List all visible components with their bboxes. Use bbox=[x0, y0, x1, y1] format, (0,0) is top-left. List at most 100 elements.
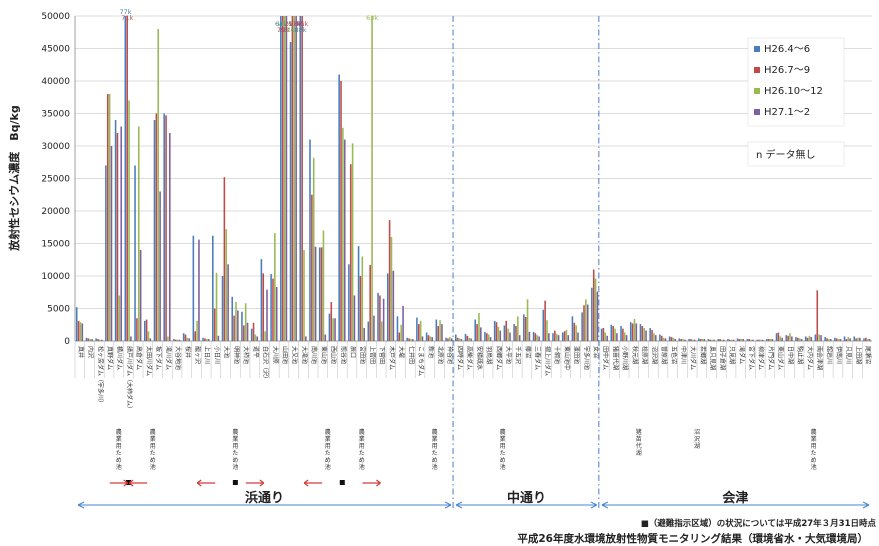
bar bbox=[342, 127, 344, 341]
x-tick-label: 秋元湖 bbox=[631, 346, 639, 364]
bar bbox=[241, 311, 243, 341]
y-tick-label: 45000 bbox=[41, 45, 70, 55]
x-tick-label: 滝ダム bbox=[738, 346, 746, 364]
x-tick-label: 桧原湖 bbox=[641, 346, 649, 364]
x-tick-label: 日中湖 bbox=[786, 346, 794, 364]
bar bbox=[571, 316, 574, 341]
bar bbox=[95, 338, 97, 341]
x-tick-label: 大川ダム bbox=[689, 346, 697, 370]
bar bbox=[767, 339, 770, 341]
bar bbox=[651, 329, 653, 341]
bar bbox=[379, 295, 381, 341]
bar bbox=[348, 264, 350, 341]
bar bbox=[478, 313, 480, 341]
x-tick-label: 大谷地池 bbox=[174, 346, 182, 370]
bar bbox=[855, 338, 857, 341]
bar bbox=[194, 331, 197, 341]
bar bbox=[828, 339, 830, 341]
bar bbox=[99, 339, 101, 341]
x-tick-label: 柳津ダム bbox=[757, 346, 765, 370]
bar bbox=[139, 250, 142, 341]
bar bbox=[233, 315, 235, 341]
bar bbox=[417, 324, 420, 341]
group-label: 沼沢湖 bbox=[694, 428, 700, 450]
bar bbox=[766, 339, 768, 341]
x-tick-label: 明神池 bbox=[232, 346, 240, 364]
data-label: 110k bbox=[277, 20, 293, 28]
bar bbox=[752, 339, 754, 341]
x-tick-label: 奥只見湖 bbox=[709, 346, 717, 370]
x-tick-label: 坂下ダム bbox=[155, 346, 163, 370]
bar bbox=[653, 333, 655, 341]
bar bbox=[184, 334, 187, 341]
bar bbox=[280, 16, 282, 341]
bar bbox=[834, 337, 836, 341]
bar bbox=[75, 307, 78, 341]
x-tick-label: 四時ダム bbox=[456, 346, 464, 370]
x-tick-label: 滝川ダム bbox=[164, 346, 172, 370]
bar bbox=[285, 16, 288, 341]
bar bbox=[126, 16, 128, 341]
bar bbox=[340, 81, 342, 341]
x-tick-label: 宮下ダム bbox=[748, 346, 756, 370]
x-tick-label: 小日川 bbox=[213, 346, 221, 364]
bar bbox=[758, 339, 760, 341]
x-tick-label: 大内ダム bbox=[806, 346, 814, 370]
bar bbox=[466, 335, 469, 341]
y-tick-label: 20000 bbox=[41, 207, 70, 217]
x-tick-label: 新池 bbox=[427, 346, 435, 358]
bar bbox=[616, 333, 618, 341]
bar bbox=[849, 338, 851, 341]
bar bbox=[402, 305, 404, 341]
bar bbox=[369, 264, 371, 341]
bar bbox=[863, 338, 865, 341]
bar bbox=[231, 296, 234, 341]
x-tick-label: 白石沢（沢） bbox=[262, 346, 270, 382]
bar bbox=[495, 322, 498, 341]
bar bbox=[270, 274, 272, 341]
y-axis-label: 放射性セシウム濃度 Bq/kg bbox=[7, 105, 21, 251]
bar bbox=[272, 278, 274, 341]
y-tick-label: 35000 bbox=[41, 110, 70, 120]
bar bbox=[635, 323, 638, 341]
bar bbox=[120, 126, 122, 341]
x-tick-label: 請戸川ダム（大柿ダム） bbox=[125, 346, 133, 412]
x-tick-label: 太田川ダム bbox=[145, 346, 153, 376]
bar bbox=[246, 322, 249, 341]
bar bbox=[149, 338, 152, 341]
bar bbox=[857, 337, 859, 341]
bar bbox=[338, 74, 340, 341]
x-tick-label: 十綱池 bbox=[553, 346, 561, 364]
bar bbox=[386, 273, 389, 341]
bar bbox=[631, 323, 634, 341]
bar bbox=[206, 339, 208, 341]
bar bbox=[256, 336, 259, 341]
evacuation-marker bbox=[339, 480, 345, 485]
bar bbox=[85, 337, 88, 341]
bar bbox=[332, 318, 334, 341]
bar bbox=[670, 337, 673, 341]
bar bbox=[777, 332, 780, 341]
group-label: 猪苗代湖 bbox=[636, 428, 642, 457]
x-tick-label: 神谷池 bbox=[446, 346, 454, 364]
bar bbox=[377, 292, 379, 341]
x-tick-label: 東山池 bbox=[320, 346, 328, 364]
footnote-evacuation: ■（避難指示区域）の状況については平成27年３月31日時点 bbox=[641, 518, 877, 529]
x-tick-label: 真野ダム bbox=[106, 346, 114, 370]
bar bbox=[196, 320, 198, 341]
x-tick-label: 只見湖 bbox=[728, 346, 736, 364]
bar bbox=[225, 229, 228, 341]
bar bbox=[295, 16, 297, 341]
bar bbox=[77, 320, 80, 341]
bar bbox=[730, 339, 733, 341]
bar bbox=[577, 332, 579, 341]
bar bbox=[334, 318, 336, 341]
x-tick-label: 大堤 bbox=[398, 346, 406, 358]
x-tick-label: 松ヶ房ダム（宇多川） bbox=[96, 346, 104, 406]
bar bbox=[207, 339, 210, 341]
bar bbox=[672, 337, 675, 341]
bar bbox=[771, 339, 774, 341]
bar bbox=[480, 327, 482, 341]
range-arrow bbox=[245, 479, 265, 487]
bar bbox=[328, 313, 331, 341]
